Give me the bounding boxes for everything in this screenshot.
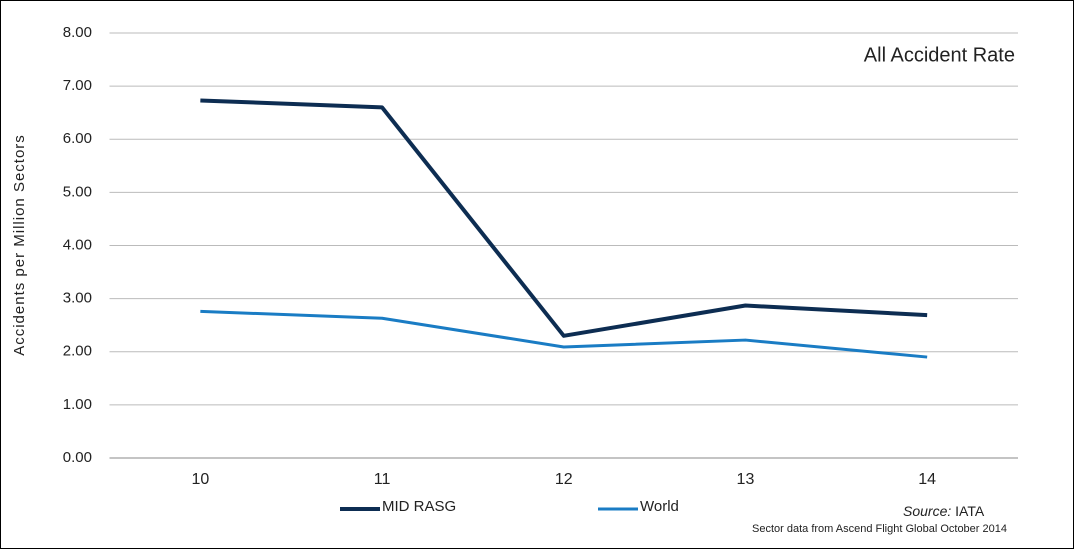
y-tick-label: 8.00: [63, 24, 92, 41]
y-tick-label: 6.00: [63, 130, 92, 147]
y-tick-label: 4.00: [63, 236, 92, 253]
source: Source: IATA: [903, 503, 985, 519]
x-tick-label: 14: [918, 471, 936, 488]
y-tick-label: 2.00: [63, 343, 92, 360]
legend-label: World: [640, 498, 679, 515]
line-series: [200, 98, 928, 338]
x-tick-label: 12: [555, 471, 573, 488]
y-tick-label: 0.00: [63, 449, 92, 466]
legend-label: MID RASG: [382, 498, 456, 515]
note: Sector data from Ascend Flight Global Oc…: [752, 523, 1007, 535]
y-axis-label: Accidents per Million Sectors: [11, 134, 28, 356]
x-tick-label: 11: [374, 471, 391, 488]
x-tick-label: 10: [191, 471, 209, 488]
y-tick-label: 7.00: [63, 77, 92, 94]
y-tick-label: 3.00: [63, 290, 92, 307]
source-name: IATA: [955, 503, 985, 519]
y-tick-label: 1.00: [63, 396, 92, 413]
line-series: [200, 309, 928, 359]
x-tick-label: 13: [737, 471, 755, 488]
source-label: Source:: [903, 503, 951, 519]
y-tick-label: 5.00: [63, 183, 92, 200]
chart-title: All Accident Rate: [864, 44, 1015, 66]
